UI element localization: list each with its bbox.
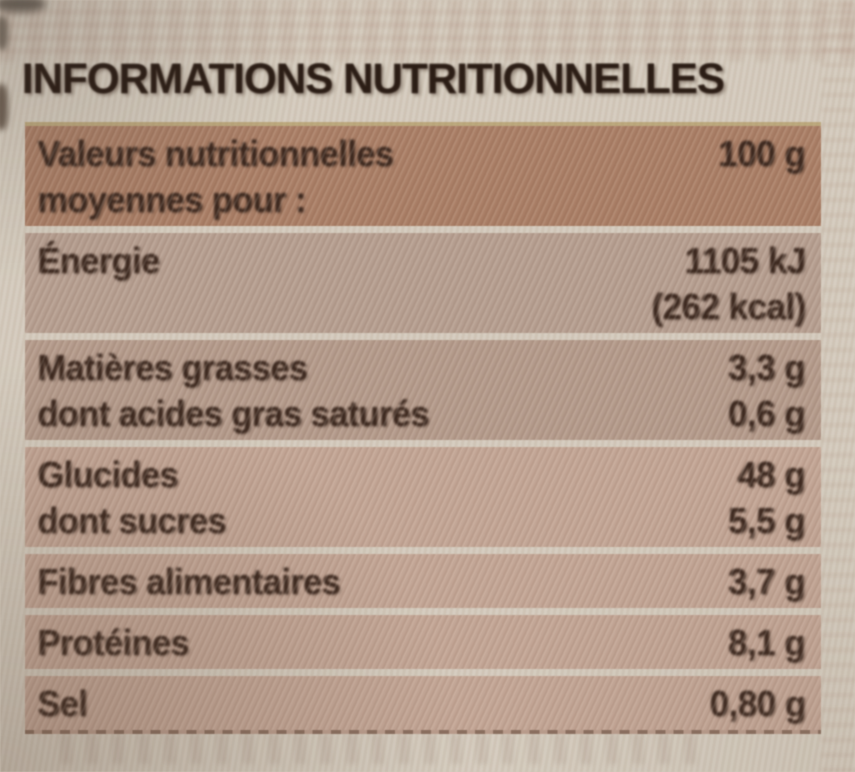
row-labels: Fibres alimentaires	[25, 559, 340, 605]
nutrient-value: 3,3 g	[728, 347, 806, 388]
row-labels: Matières grasses dont acides gras saturés	[25, 345, 429, 437]
nutrient-value: 0,6 g	[728, 393, 806, 434]
nutrient-label: dont sucres	[37, 500, 226, 541]
table-row: Glucides dont sucres 48 g 5,5 g	[25, 447, 821, 547]
nutrient-label: Énergie	[37, 240, 160, 281]
row-labels: Glucides dont sucres	[25, 452, 226, 544]
table-row: Protéines 8,1 g	[25, 615, 821, 669]
nutrient-value: (262 kcal)	[651, 286, 806, 327]
package-edge-mark	[0, 16, 8, 50]
nutrient-label: Sel	[37, 683, 88, 724]
nutrient-value: 3,7 g	[728, 561, 806, 602]
row-values: 3,7 g	[728, 559, 821, 605]
nutrient-value: 1105 kJ	[684, 240, 806, 281]
row-labels: Énergie	[25, 238, 160, 284]
row-labels: Protéines	[25, 620, 189, 666]
blurred-print-texture-bottom	[60, 734, 700, 764]
row-values: 8,1 g	[728, 620, 821, 666]
table-row: Valeurs nutritionnelles moyennes pour : 10…	[25, 126, 821, 226]
row-values: 0,80 g	[709, 681, 821, 727]
blurred-print-texture-top	[0, 0, 855, 62]
row-values: 1105 kJ (262 kcal)	[651, 238, 821, 330]
row-values: 3,3 g 0,6 g	[728, 345, 821, 437]
package-edge-shadow	[0, 0, 46, 12]
row-labels: Sel	[25, 681, 87, 727]
row-values: 48 g 5,5 g	[728, 452, 821, 544]
nutrient-label: dont acides gras saturés	[37, 393, 429, 434]
blurred-print-texture-right	[821, 0, 855, 772]
nutrition-table: Valeurs nutritionnelles moyennes pour : 10…	[25, 122, 821, 734]
nutrient-value: 48 g	[737, 454, 806, 495]
page-title: INFORMATIONS NUTRITIONNELLES	[22, 55, 725, 103]
nutrient-value: 8,1 g	[728, 622, 806, 663]
table-row: Matières grasses dont acides gras saturés…	[25, 340, 821, 440]
nutrient-label: Fibres alimentaires	[37, 561, 341, 602]
nutrient-label: moyennes pour :	[37, 179, 306, 220]
nutrient-value: 5,5 g	[728, 500, 806, 541]
nutrient-label: Valeurs nutritionnelles	[37, 133, 394, 174]
row-values: 100 g	[719, 131, 821, 177]
nutrient-value: 100 g	[718, 133, 806, 174]
row-labels: Valeurs nutritionnelles moyennes pour :	[25, 131, 393, 223]
nutrient-label: Matières grasses	[37, 347, 308, 388]
table-row: Énergie 1105 kJ (262 kcal)	[25, 233, 821, 333]
table-row: Fibres alimentaires 3,7 g	[25, 554, 821, 608]
nutrient-value: 0,80 g	[709, 683, 806, 724]
table-row: Sel 0,80 g	[25, 676, 821, 734]
nutrient-label: Glucides	[37, 454, 179, 495]
package-edge-mark	[0, 84, 8, 130]
nutrient-label: Protéines	[37, 622, 189, 663]
